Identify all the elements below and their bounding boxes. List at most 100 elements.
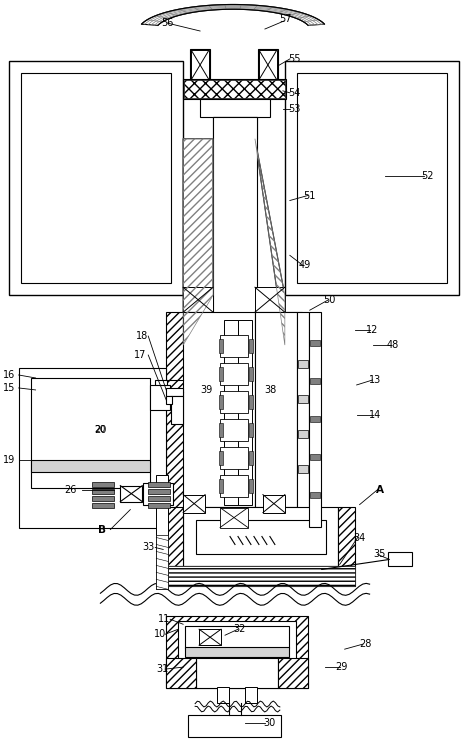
Text: 32: 32: [234, 624, 246, 634]
Bar: [166, 396, 172, 404]
Text: 48: 48: [386, 340, 399, 350]
Bar: [92, 496, 114, 501]
Polygon shape: [255, 139, 285, 345]
Text: 18: 18: [136, 331, 149, 341]
Bar: [148, 496, 170, 501]
Text: 14: 14: [368, 410, 381, 420]
Text: 10: 10: [154, 629, 166, 639]
Bar: [219, 339, 223, 353]
Bar: [92, 489, 114, 493]
Bar: [191, 50, 209, 80]
Text: 26: 26: [64, 485, 77, 495]
Text: 28: 28: [360, 639, 372, 649]
Text: 55: 55: [289, 54, 301, 64]
Bar: [183, 312, 255, 507]
Bar: [249, 395, 253, 409]
Bar: [92, 502, 114, 508]
Text: 51: 51: [304, 191, 316, 200]
Bar: [220, 475, 248, 496]
Bar: [298, 360, 308, 368]
Bar: [220, 508, 248, 528]
Bar: [338, 507, 354, 566]
Bar: [185, 647, 289, 657]
Polygon shape: [142, 4, 325, 25]
Bar: [156, 475, 168, 589]
Bar: [166, 658, 196, 688]
Bar: [249, 339, 253, 353]
Bar: [213, 116, 257, 346]
Bar: [148, 502, 170, 508]
Bar: [310, 378, 320, 384]
Text: 56: 56: [161, 18, 173, 28]
Bar: [166, 566, 354, 586]
Bar: [298, 395, 308, 403]
Bar: [219, 395, 223, 409]
Text: 50: 50: [324, 295, 336, 305]
Bar: [199, 629, 221, 646]
Bar: [220, 447, 248, 469]
Bar: [310, 340, 320, 346]
Bar: [219, 367, 223, 381]
Text: 30: 30: [264, 718, 276, 728]
Bar: [224, 320, 238, 505]
Text: 29: 29: [335, 662, 348, 672]
Text: 49: 49: [299, 260, 311, 270]
Bar: [166, 388, 183, 396]
Text: 34: 34: [354, 533, 366, 542]
Bar: [148, 482, 170, 487]
Text: 39: 39: [200, 385, 212, 395]
Bar: [184, 80, 285, 98]
Bar: [171, 396, 183, 424]
Text: B: B: [99, 525, 106, 534]
Bar: [156, 534, 168, 589]
Bar: [213, 116, 257, 139]
Bar: [9, 61, 183, 295]
Bar: [278, 658, 308, 688]
Bar: [310, 416, 320, 422]
Polygon shape: [183, 139, 213, 345]
Bar: [185, 626, 289, 649]
Bar: [166, 507, 183, 566]
Bar: [263, 495, 285, 513]
Bar: [298, 430, 308, 438]
Text: 33: 33: [142, 542, 155, 553]
Text: 13: 13: [368, 375, 381, 385]
Bar: [92, 482, 114, 487]
Bar: [188, 715, 281, 737]
Text: 57: 57: [280, 14, 292, 24]
Bar: [183, 495, 205, 513]
Bar: [196, 519, 325, 554]
Text: 52: 52: [421, 171, 434, 180]
Bar: [310, 454, 320, 460]
Bar: [245, 687, 257, 703]
Text: 15: 15: [2, 383, 15, 393]
Bar: [148, 489, 170, 493]
Bar: [238, 320, 252, 505]
Text: 11: 11: [158, 614, 170, 624]
Bar: [219, 450, 223, 464]
Bar: [249, 450, 253, 464]
Text: 17: 17: [134, 350, 147, 360]
Bar: [183, 79, 286, 99]
Bar: [220, 391, 248, 413]
Bar: [183, 287, 213, 312]
Text: 31: 31: [156, 664, 168, 674]
Text: 54: 54: [289, 88, 301, 98]
Bar: [190, 49, 210, 81]
Bar: [249, 367, 253, 381]
Text: A: A: [375, 485, 383, 495]
Bar: [120, 486, 142, 502]
Bar: [255, 312, 302, 527]
Bar: [19, 368, 166, 528]
Bar: [200, 99, 270, 116]
Bar: [388, 553, 412, 566]
Text: 38: 38: [265, 385, 277, 395]
Bar: [166, 617, 308, 688]
Bar: [309, 312, 321, 527]
Bar: [298, 464, 308, 473]
Bar: [297, 312, 309, 527]
Text: 20: 20: [94, 425, 106, 435]
Bar: [31, 378, 150, 487]
Bar: [258, 49, 278, 81]
Bar: [143, 482, 173, 505]
